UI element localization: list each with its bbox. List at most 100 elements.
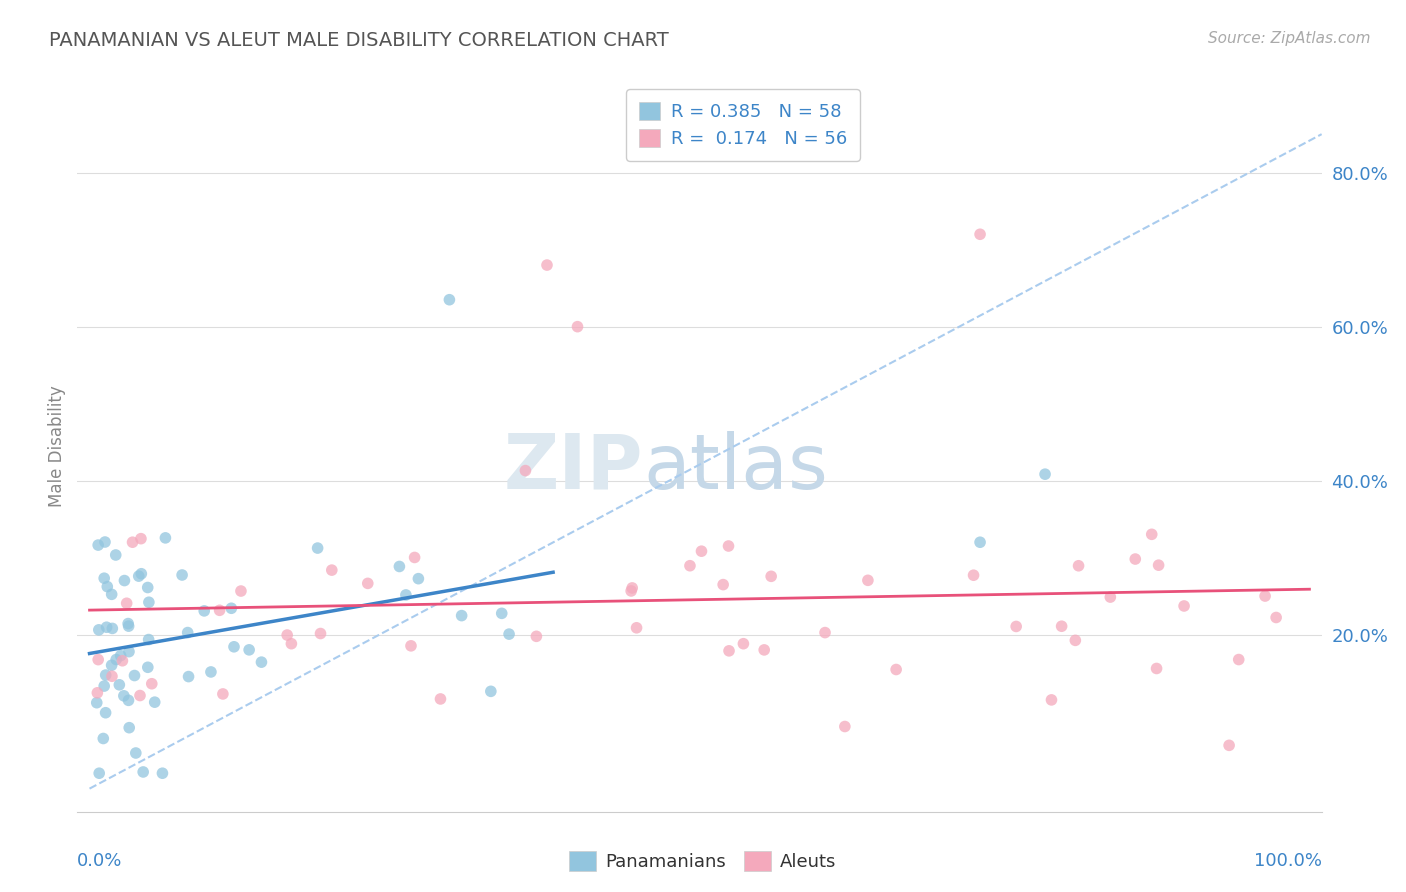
Point xyxy=(118,645,141,659)
Point xyxy=(101,621,124,635)
Point xyxy=(491,607,513,621)
Point xyxy=(884,663,907,677)
Point xyxy=(89,766,111,780)
Point xyxy=(404,550,426,565)
Point xyxy=(96,580,118,594)
Point xyxy=(100,658,122,673)
Point xyxy=(208,603,231,617)
Point xyxy=(1218,739,1240,753)
Point xyxy=(450,608,472,623)
Point xyxy=(276,628,298,642)
Point xyxy=(1254,589,1277,603)
Point xyxy=(834,719,856,733)
Point xyxy=(250,655,273,669)
Point xyxy=(143,695,166,709)
Point xyxy=(94,668,117,682)
Text: PANAMANIAN VS ALEUT MALE DISABILITY CORRELATION CHART: PANAMANIAN VS ALEUT MALE DISABILITY CORR… xyxy=(49,31,669,50)
Point xyxy=(96,620,118,634)
Point xyxy=(1033,467,1056,482)
Point xyxy=(229,584,252,599)
Point xyxy=(1067,558,1090,573)
Point xyxy=(524,629,547,643)
Point xyxy=(124,668,146,682)
Point xyxy=(498,627,520,641)
Point xyxy=(176,625,198,640)
Point xyxy=(200,665,222,679)
Point xyxy=(136,660,159,674)
Point xyxy=(94,535,117,549)
Point xyxy=(155,531,177,545)
Point xyxy=(429,692,451,706)
Point xyxy=(567,319,589,334)
Point xyxy=(93,679,115,693)
Point xyxy=(280,637,302,651)
Point xyxy=(108,678,131,692)
Point xyxy=(193,604,215,618)
Point xyxy=(125,746,148,760)
Point xyxy=(117,616,139,631)
Point xyxy=(962,568,984,582)
Point xyxy=(395,588,418,602)
Point xyxy=(177,670,200,684)
Point xyxy=(141,677,163,691)
Point xyxy=(626,621,648,635)
Point xyxy=(408,572,430,586)
Point xyxy=(212,687,235,701)
Point xyxy=(388,559,411,574)
Point xyxy=(479,684,502,698)
Point xyxy=(138,632,160,647)
Point xyxy=(754,643,776,657)
Point xyxy=(717,539,740,553)
Text: atlas: atlas xyxy=(644,431,828,505)
Point xyxy=(536,258,558,272)
Point xyxy=(969,535,991,549)
Point xyxy=(110,648,132,663)
Point xyxy=(121,535,143,549)
Point xyxy=(172,568,194,582)
Point xyxy=(104,548,127,562)
Point xyxy=(711,577,734,591)
Point xyxy=(679,558,702,573)
Text: 0.0%: 0.0% xyxy=(77,852,122,870)
Point xyxy=(100,587,122,601)
Point xyxy=(399,639,422,653)
Point xyxy=(86,686,108,700)
Point xyxy=(129,689,152,703)
Point xyxy=(131,566,153,581)
Legend: R = 0.385   N = 58, R =  0.174   N = 56: R = 0.385 N = 58, R = 0.174 N = 56 xyxy=(626,89,860,161)
Point xyxy=(307,541,329,555)
Point xyxy=(1040,693,1063,707)
Point xyxy=(321,563,343,577)
Point xyxy=(1099,590,1122,604)
Point xyxy=(114,574,136,588)
Point xyxy=(1050,619,1073,633)
Point xyxy=(87,538,110,552)
Point xyxy=(117,693,139,707)
Point xyxy=(1146,661,1168,675)
Point xyxy=(718,644,741,658)
Point xyxy=(112,689,135,703)
Y-axis label: Male Disability: Male Disability xyxy=(48,385,66,507)
Point xyxy=(136,581,159,595)
Point xyxy=(91,731,114,746)
Legend: Panamanians, Aleuts: Panamanians, Aleuts xyxy=(562,844,844,879)
Point xyxy=(1265,610,1288,624)
Point xyxy=(515,464,537,478)
Point xyxy=(118,721,141,735)
Point xyxy=(1064,633,1087,648)
Point xyxy=(1005,619,1028,633)
Point xyxy=(94,706,117,720)
Point xyxy=(115,596,138,610)
Point xyxy=(1173,599,1195,613)
Point xyxy=(856,574,879,588)
Point xyxy=(93,571,115,585)
Point xyxy=(357,576,380,591)
Point xyxy=(759,569,782,583)
Point xyxy=(1123,552,1146,566)
Point xyxy=(129,532,152,546)
Text: ZIP: ZIP xyxy=(503,431,644,505)
Point xyxy=(86,696,108,710)
Point xyxy=(690,544,713,558)
Text: 100.0%: 100.0% xyxy=(1254,852,1322,870)
Point xyxy=(87,652,110,666)
